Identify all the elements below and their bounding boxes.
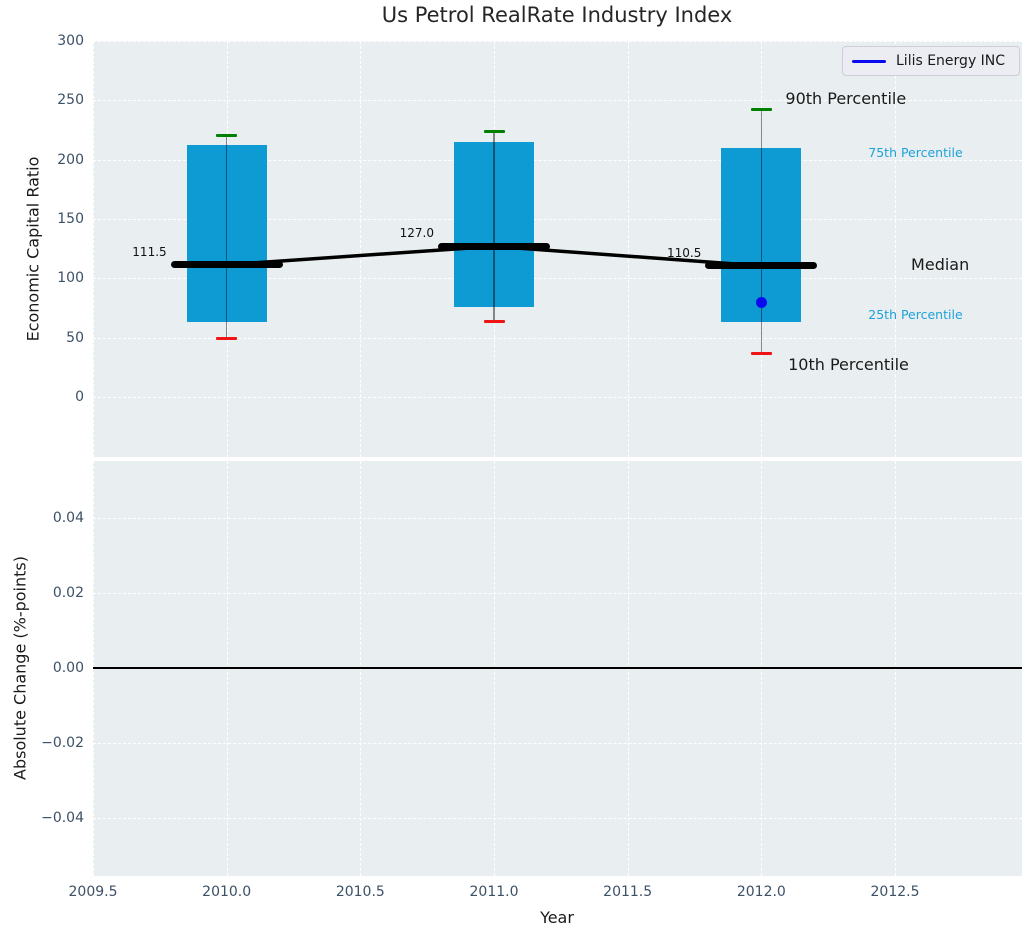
- percentile-bar: [453, 141, 535, 307]
- p90-cap: [483, 129, 505, 133]
- y-tick-label: 100: [57, 270, 84, 287]
- h-gridline: [93, 337, 1022, 339]
- y-tick-label: 250: [57, 92, 84, 109]
- bottom-panel: [93, 461, 1022, 876]
- annotation-75th-percentile: 75th Percentile: [868, 144, 963, 160]
- y-tick-label: 0.00: [52, 660, 84, 677]
- whisker-line: [493, 131, 495, 322]
- y-tick-label: −0.02: [41, 735, 84, 752]
- x-axis-label: Year: [540, 908, 574, 927]
- h-gridline: [93, 219, 1022, 221]
- top-panel: 111.5 127.0 110.5 90th Percentile 75th Perce…: [93, 41, 1022, 457]
- legend-label: Lilis Energy INC: [896, 53, 1006, 69]
- median-segment: [438, 242, 550, 250]
- p10-cap: [216, 337, 238, 341]
- h-gridline: [93, 743, 1022, 745]
- x-tick-label: 2011.5: [603, 884, 653, 900]
- x-tick-label: 2009.5: [68, 884, 118, 900]
- h-gridline: [93, 100, 1022, 102]
- median-value-label: 111.5: [132, 244, 167, 259]
- y-tick-label: 0.04: [52, 510, 84, 527]
- x-tick-label: 2012.0: [736, 884, 786, 900]
- y-tick-label: 150: [57, 211, 84, 228]
- legend-line-swatch: [852, 59, 886, 63]
- x-tick-label: 2011.0: [469, 884, 519, 900]
- y-tick-label: 200: [57, 151, 84, 168]
- percentile-bar: [186, 145, 267, 323]
- company-data-point: [755, 296, 767, 308]
- median-segment: [705, 262, 818, 270]
- legend: Lilis Energy INC: [842, 46, 1020, 76]
- h-gridline: [93, 397, 1022, 399]
- y-axis-label-top: Economic Capital Ratio: [23, 156, 43, 342]
- annotation-median: Median: [911, 255, 970, 275]
- p90-cap: [216, 134, 238, 138]
- h-gridline: [93, 518, 1022, 520]
- y-tick-label: −0.04: [41, 809, 84, 826]
- percentile-bar: [721, 147, 802, 323]
- x-tick-label: 2010.5: [335, 884, 385, 900]
- p90-cap: [750, 108, 772, 112]
- annotation-25th-percentile: 25th Percentile: [868, 306, 963, 322]
- y-tick-label: 0: [75, 389, 84, 406]
- h-gridline: [93, 593, 1022, 595]
- median-value-label: 127.0: [399, 226, 434, 241]
- h-gridline: [93, 159, 1022, 161]
- p10-cap: [750, 351, 772, 355]
- x-tick-label: 2010.0: [202, 884, 252, 900]
- chart-title: Us Petrol RealRate Industry Index: [381, 3, 733, 27]
- v-gridline: [93, 41, 94, 457]
- h-gridline: [93, 41, 1022, 42]
- v-gridline: [627, 41, 629, 457]
- x-tick-label: 2012.5: [870, 884, 920, 900]
- v-gridline: [895, 41, 896, 457]
- p10-cap: [483, 319, 505, 323]
- h-gridline: [93, 817, 1022, 819]
- y-tick-label: 0.02: [52, 585, 84, 602]
- whisker-line: [225, 135, 228, 339]
- h-gridline: [93, 278, 1022, 280]
- annotation-10th-percentile: 10th Percentile: [788, 355, 909, 375]
- v-gridline: [360, 41, 362, 457]
- y-axis-label-bottom: Absolute Change (%-points): [10, 556, 30, 780]
- median-segment: [170, 261, 283, 269]
- zero-reference-line: [93, 667, 1022, 669]
- median-value-label: 110.5: [666, 245, 702, 260]
- annotation-90th-percentile: 90th Percentile: [785, 89, 907, 109]
- y-tick-label: 50: [66, 329, 84, 346]
- whisker-line: [760, 109, 763, 354]
- y-tick-label: 300: [57, 33, 84, 49]
